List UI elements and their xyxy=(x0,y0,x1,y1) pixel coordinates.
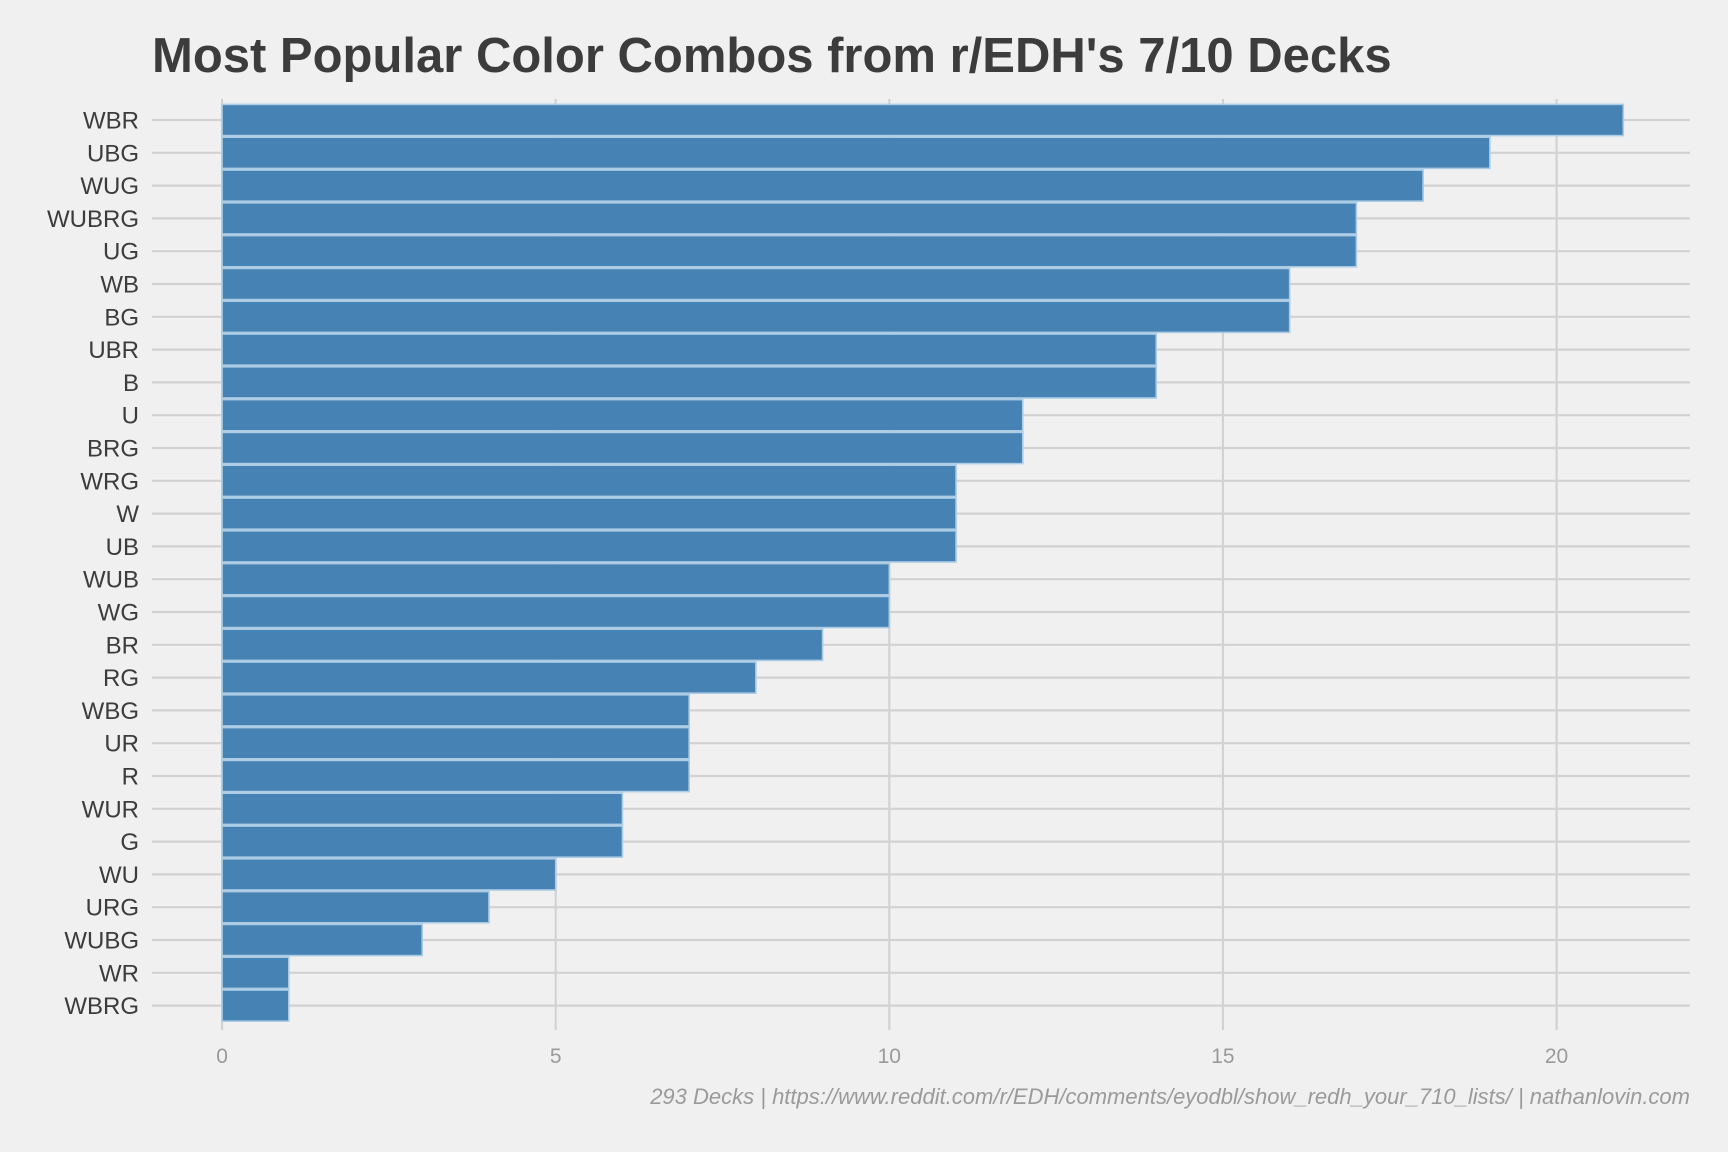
x-tick-label-20: 20 xyxy=(1545,1045,1568,1068)
x-tick-label-5: 5 xyxy=(550,1045,562,1068)
category-label-wubrg: WUBRG xyxy=(47,206,139,233)
category-label-wur: WUR xyxy=(82,796,139,823)
bar-wub xyxy=(221,562,891,596)
bar-urg xyxy=(221,890,490,924)
chart-caption: 293 Decks | https://www.reddit.com/r/EDH… xyxy=(649,1084,1690,1109)
x-tick-label-15: 15 xyxy=(1211,1045,1234,1068)
x-tick-label-10: 10 xyxy=(878,1045,901,1068)
category-label-rg: RG xyxy=(103,665,139,692)
category-label-ur: UR xyxy=(104,731,139,758)
category-label-ubr: UBR xyxy=(88,337,139,364)
category-label-wubg: WUBG xyxy=(64,928,139,955)
bars xyxy=(221,103,1625,1022)
category-label-wb: WB xyxy=(100,272,139,299)
bar-wg xyxy=(221,595,891,629)
chart-title: Most Popular Color Combos from r/EDH's 7… xyxy=(152,29,1392,83)
category-label-ub: UB xyxy=(106,534,139,561)
bar-ub xyxy=(221,530,957,563)
bar-rg xyxy=(221,661,757,694)
category-label-g: G xyxy=(120,829,139,856)
bar-ug xyxy=(221,234,1358,268)
bar-b xyxy=(221,366,1158,399)
bar-g xyxy=(221,825,624,858)
bar-wr xyxy=(221,956,290,990)
x-axis-tick-labels: 0 5 10 15 20 xyxy=(216,1045,1568,1068)
category-label-wbrg: WBRG xyxy=(64,993,139,1020)
bar-wubg xyxy=(221,923,424,957)
category-label-wbr: WBR xyxy=(83,108,139,135)
category-label-r: R xyxy=(122,764,139,791)
bar-ur xyxy=(221,726,690,760)
bar-wrg xyxy=(221,464,957,498)
bar-wbrg xyxy=(221,989,290,1022)
bar-wubrg xyxy=(221,202,1358,235)
bar-brg xyxy=(221,431,1024,465)
x-tick-label-0: 0 xyxy=(216,1045,228,1068)
bar-r xyxy=(221,759,690,793)
bar-u xyxy=(221,398,1024,432)
category-label-wub: WUB xyxy=(83,567,139,594)
category-label-wr: WR xyxy=(99,960,139,987)
bar-wu xyxy=(221,858,557,891)
bar-ubg xyxy=(221,136,1491,170)
bar-bg xyxy=(221,300,1291,334)
category-label-wg: WG xyxy=(98,600,139,627)
category-label-urg: URG xyxy=(86,895,139,922)
bar-ubr xyxy=(221,333,1158,366)
bar-wb xyxy=(221,267,1291,301)
category-label-w: W xyxy=(116,501,139,528)
category-label-u: U xyxy=(122,403,139,430)
category-label-wbg: WBG xyxy=(82,698,139,725)
category-label-wu: WU xyxy=(99,862,139,889)
bar-wug xyxy=(221,169,1424,202)
category-labels: WBRUBGWUGWUBRGUGWBBGUBRBUBRGWRGWUBWUBWGB… xyxy=(47,108,139,1021)
bar-wbr xyxy=(221,103,1625,137)
category-label-bg: BG xyxy=(104,304,139,331)
bar-wur xyxy=(221,792,624,826)
category-label-wug: WUG xyxy=(80,173,139,200)
category-label-ug: UG xyxy=(103,239,139,266)
category-label-ubg: UBG xyxy=(87,140,139,167)
category-label-br: BR xyxy=(106,632,139,659)
category-label-b: B xyxy=(123,370,139,397)
category-label-brg: BRG xyxy=(87,436,139,463)
bar-wbg xyxy=(221,694,690,727)
bar-br xyxy=(221,628,824,662)
category-label-wrg: WRG xyxy=(80,468,139,495)
bar-w xyxy=(221,497,957,530)
